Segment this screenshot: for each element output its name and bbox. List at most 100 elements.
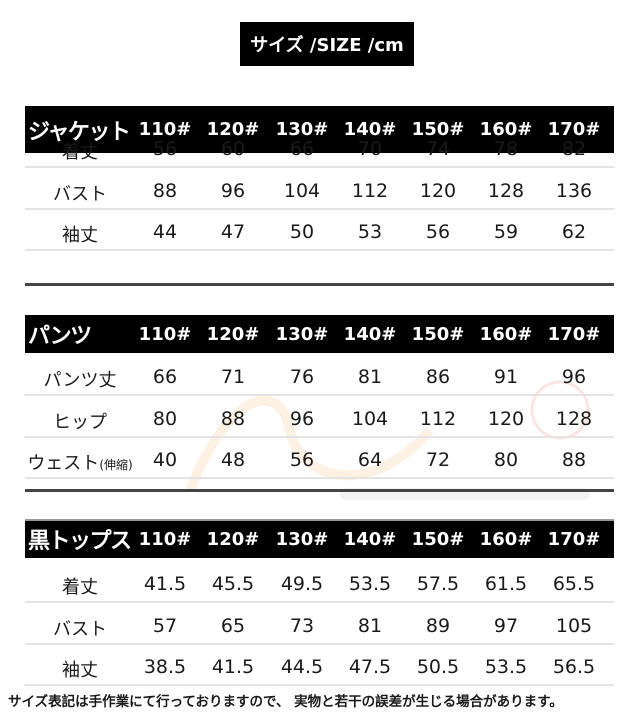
- size-column-header: 110#: [138, 323, 192, 345]
- measurement-cell: 120: [419, 180, 457, 202]
- row-label: 袖丈: [62, 221, 98, 247]
- size-column-header: 130#: [275, 119, 329, 140]
- measurement-cell: 47.5: [348, 656, 392, 678]
- measurement-cell: 65.5: [552, 573, 596, 595]
- measurement-cell: 47: [220, 221, 246, 243]
- row-label: バスト: [53, 615, 107, 641]
- measurement-cell: 57.5: [416, 573, 460, 595]
- row-divider: [25, 477, 614, 479]
- row-divider: [25, 601, 614, 603]
- row-label: パンツ丈: [44, 366, 117, 392]
- measurement-cell: 56: [425, 221, 451, 243]
- measurement-cell: 112: [419, 408, 457, 430]
- measurement-cell: 81: [357, 615, 383, 637]
- measurement-cell: 41.5: [143, 573, 187, 595]
- measurement-cell: 86: [425, 366, 451, 388]
- measurement-cell: 50.5: [416, 656, 460, 678]
- row-divider: [25, 684, 614, 686]
- measurement-cell: 65: [220, 615, 246, 637]
- measurement-cell: 70: [357, 138, 383, 160]
- row-label-text: バスト: [53, 619, 107, 640]
- row-label-text: 着丈: [62, 142, 98, 163]
- measurement-cell: 53.5: [348, 573, 392, 595]
- measurement-cell: 44.5: [280, 656, 324, 678]
- measurement-cell: 49.5: [280, 573, 324, 595]
- size-column-header: 140#: [343, 528, 397, 550]
- measurement-cell: 66: [152, 366, 178, 388]
- row-label: 袖丈: [62, 656, 98, 682]
- measurement-cell: 136: [555, 180, 593, 202]
- row-divider: [25, 249, 614, 251]
- row-label-text: 着丈: [62, 577, 98, 598]
- row-divider: [25, 166, 614, 168]
- measurement-cell: 88: [152, 180, 178, 202]
- size-column-header: 120#: [206, 528, 260, 550]
- size-column-header: 130#: [275, 528, 329, 550]
- measurement-cell: 50: [289, 221, 315, 243]
- measurement-cell: 62: [561, 221, 587, 243]
- measurement-cell: 112: [351, 180, 389, 202]
- row-divider: [25, 394, 614, 396]
- measurement-cell: 88: [561, 449, 587, 471]
- size-column-header: 150#: [411, 323, 465, 345]
- row-divider: [25, 643, 614, 645]
- measurement-cell: 53.5: [484, 656, 528, 678]
- measurement-cell: 105: [555, 615, 593, 637]
- size-column-header: 170#: [547, 323, 601, 345]
- measurement-cell: 74: [425, 138, 451, 160]
- measurement-cell: 64: [357, 449, 383, 471]
- measurement-cell: 104: [351, 408, 389, 430]
- measurement-cell: 56.5: [552, 656, 596, 678]
- measurement-cell: 38.5: [143, 656, 187, 678]
- measurement-cell: 45.5: [211, 573, 255, 595]
- jacket-section-label: ジャケット: [28, 119, 131, 145]
- measurement-cell: 76: [289, 366, 315, 388]
- row-label-text: ウェスト: [27, 453, 100, 474]
- pants-header: パンツ 110# 120# 130# 140# 150# 160# 170#: [25, 315, 614, 353]
- row-label: 着丈: [62, 573, 98, 599]
- measurement-cell: 128: [487, 180, 525, 202]
- size-column-header: 170#: [547, 119, 601, 140]
- table-row: バスト 57 65 73 81 89 97 105: [25, 607, 614, 647]
- measurement-cell: 78: [493, 138, 519, 160]
- measurement-cell: 56: [152, 138, 178, 160]
- measurement-cell: 97: [493, 615, 519, 637]
- row-label: 着丈: [62, 138, 98, 164]
- table-row: 袖丈 38.5 41.5 44.5 47.5 50.5 53.5 56.5: [25, 648, 614, 688]
- size-column-header: 150#: [411, 119, 465, 140]
- size-column-header: 160#: [479, 528, 533, 550]
- size-column-header: 130#: [275, 323, 329, 345]
- measurement-cell: 96: [289, 408, 315, 430]
- row-divider: [25, 208, 614, 210]
- table-row: 着丈 56 60 66 70 74 78 82: [25, 130, 614, 170]
- footnote: サイズ表記は手作業にて行っておりますので、 実物と若干の誤差が生じる場合がありま…: [8, 694, 563, 710]
- size-column-header: 160#: [479, 323, 533, 345]
- section-divider: [25, 519, 614, 521]
- table-row: ヒップ 80 88 96 104 112 120 128: [25, 400, 614, 440]
- measurement-cell: 59: [493, 221, 519, 243]
- row-divider: [25, 436, 614, 438]
- row-label-text: バスト: [53, 184, 107, 205]
- measurement-cell: 56: [289, 449, 315, 471]
- measurement-cell: 81: [357, 366, 383, 388]
- measurement-cell: 82: [561, 138, 587, 160]
- measurement-cell: 66: [289, 138, 315, 160]
- size-column-header: 110#: [138, 119, 192, 140]
- measurement-cell: 57: [152, 615, 178, 637]
- size-column-header: 120#: [206, 323, 260, 345]
- row-label: ヒップ: [53, 408, 107, 434]
- row-label-text: ヒップ: [53, 412, 107, 433]
- section-divider: [25, 283, 614, 286]
- measurement-cell: 60: [220, 138, 246, 160]
- size-column-header: 140#: [343, 323, 397, 345]
- measurement-cell: 73: [289, 615, 315, 637]
- measurement-cell: 61.5: [484, 573, 528, 595]
- row-label-text: パンツ丈: [43, 370, 117, 391]
- pants-section-label: パンツ: [28, 324, 92, 349]
- size-column-header: 160#: [479, 119, 533, 140]
- size-column-header: 120#: [206, 119, 260, 140]
- measurement-cell: 120: [487, 408, 525, 430]
- measurement-cell: 44: [152, 221, 178, 243]
- row-label-text: 袖丈: [62, 660, 98, 681]
